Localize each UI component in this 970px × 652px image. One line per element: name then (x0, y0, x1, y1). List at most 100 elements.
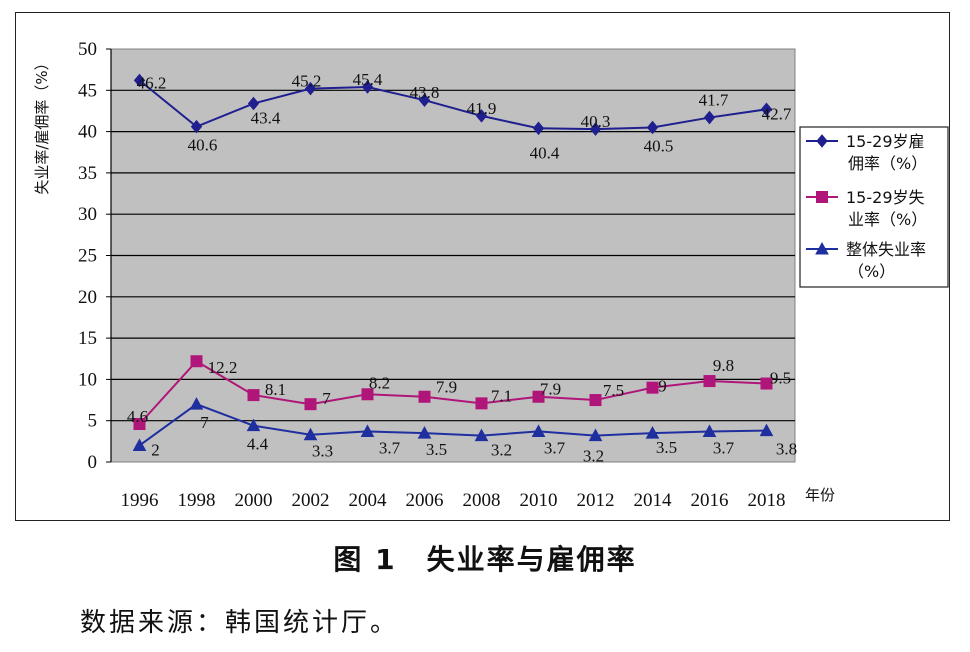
data-label: 3.5 (426, 440, 447, 459)
line-chart: 0 5 10 15 20 25 30 35 40 45 50 1996 1998 2000 2002 200… (33, 39, 949, 511)
series-3-point (759, 423, 774, 437)
data-label: 43.8 (410, 83, 440, 102)
series-layer (132, 73, 774, 451)
series-1-point (475, 109, 488, 123)
data-label: 45.2 (292, 72, 322, 91)
series-3-point (303, 427, 318, 441)
series-1-point (703, 110, 716, 125)
data-label: 40.4 (530, 143, 560, 162)
data-label: 7.5 (603, 381, 624, 400)
data-label: 4.6 (127, 407, 148, 426)
data-label: 3.8 (776, 440, 797, 459)
legend-label: （%） (848, 262, 895, 281)
y-tick-label: 5 (88, 411, 98, 432)
series-2-point (532, 390, 545, 403)
series-3-point (645, 426, 660, 439)
data-label: 2 (151, 440, 160, 459)
data-label: 3.7 (544, 438, 566, 457)
series-1-point (190, 119, 203, 134)
data-label: 4.4 (247, 435, 269, 454)
y-tick-label: 25 (78, 246, 97, 267)
x-tick-label: 1998 (178, 490, 216, 511)
x-tick-label: 2002 (292, 490, 330, 511)
series-1-point (646, 120, 659, 135)
series-2-point (304, 398, 317, 411)
series-3-point (246, 418, 261, 432)
series-3-point (531, 424, 546, 437)
series-1-point (532, 121, 545, 136)
x-tick-label: 2014 (634, 490, 673, 511)
series-2-point (589, 394, 602, 407)
x-axis-ticks: 1996 1998 2000 2002 2004 2006 2008 2010 2012 2014… (121, 490, 786, 511)
series-3-point (474, 428, 489, 442)
series-2-point (475, 397, 488, 410)
series-1-point (304, 81, 317, 96)
data-label: 3.7 (379, 438, 401, 457)
series-3-point (417, 426, 432, 439)
y-tick-label: 35 (78, 163, 97, 184)
series-line-2 (138, 359, 767, 425)
data-label: 7.9 (436, 378, 457, 397)
series-2-point (646, 381, 659, 394)
data-label: 8.1 (265, 380, 286, 399)
series-3-point (189, 397, 204, 410)
data-label: 46.2 (137, 73, 167, 92)
x-tick-label: 2012 (577, 490, 615, 511)
data-label: 41.9 (467, 99, 497, 118)
y-tick-label: 20 (78, 287, 97, 308)
legend-label: 业率（%） (848, 210, 927, 229)
legend-marker (816, 191, 828, 203)
series-1-point (133, 73, 146, 88)
data-labels: 46.2 40.6 43.4 45.2 45.4 43.8 41.9 40.4 40.3 40.5… (127, 70, 797, 466)
data-label: 8.2 (369, 373, 390, 392)
x-tick-label: 2004 (349, 490, 388, 511)
series-2-point (247, 389, 260, 402)
series-3-point (702, 424, 717, 437)
series-line-1 (138, 79, 767, 131)
data-label: 7 (200, 413, 209, 432)
data-label: 40.5 (644, 136, 674, 155)
x-axis-title: 年份 (805, 486, 835, 504)
legend-box (799, 126, 949, 288)
y-tick-label: 0 (88, 452, 98, 473)
data-label: 12.2 (208, 358, 238, 377)
data-label: 40.6 (188, 136, 218, 155)
series-2-point (190, 355, 203, 368)
data-label: 9.8 (713, 356, 734, 375)
data-label: 3.7 (713, 438, 735, 457)
x-tick-label: 2006 (406, 490, 444, 511)
data-label: 7.9 (540, 380, 561, 399)
source-note: 数据来源：韩国统计厅。 (80, 608, 400, 638)
y-tick-label: 45 (78, 80, 97, 101)
y-tick-label: 10 (78, 369, 97, 390)
x-tick-label: 1996 (121, 490, 159, 511)
data-label: 7.1 (491, 386, 512, 405)
legend-label: 整体失业率 (846, 240, 926, 259)
series-2-point (133, 418, 146, 431)
data-label: 42.7 (762, 104, 792, 123)
data-label: 40.3 (581, 112, 611, 131)
x-tick-label: 2000 (235, 490, 273, 511)
series-3-point (588, 428, 603, 442)
x-tick-label: 2016 (691, 490, 729, 511)
figure-caption: 图 1 失业率与雇佣率 (333, 543, 637, 576)
data-label: 3.5 (656, 438, 677, 457)
data-label: 7 (322, 389, 331, 408)
data-label: 41.7 (699, 91, 729, 110)
series-1-point (760, 102, 773, 117)
legend-label: 佣率（%） (848, 154, 927, 173)
series-1-point (361, 80, 374, 94)
x-tick-label: 2008 (463, 490, 501, 511)
series-2-point (361, 388, 374, 401)
data-label: 9 (658, 377, 667, 396)
data-label: 43.4 (251, 109, 281, 128)
series-2-point (703, 375, 716, 388)
series-2-point (760, 377, 773, 390)
series-3-point (360, 424, 375, 437)
series-1-point (418, 93, 431, 107)
data-label: 9.5 (770, 369, 791, 388)
y-tick-label: 50 (78, 39, 97, 60)
legend-label: 15-29岁雇 (846, 132, 925, 151)
series-line-3 (138, 403, 767, 447)
